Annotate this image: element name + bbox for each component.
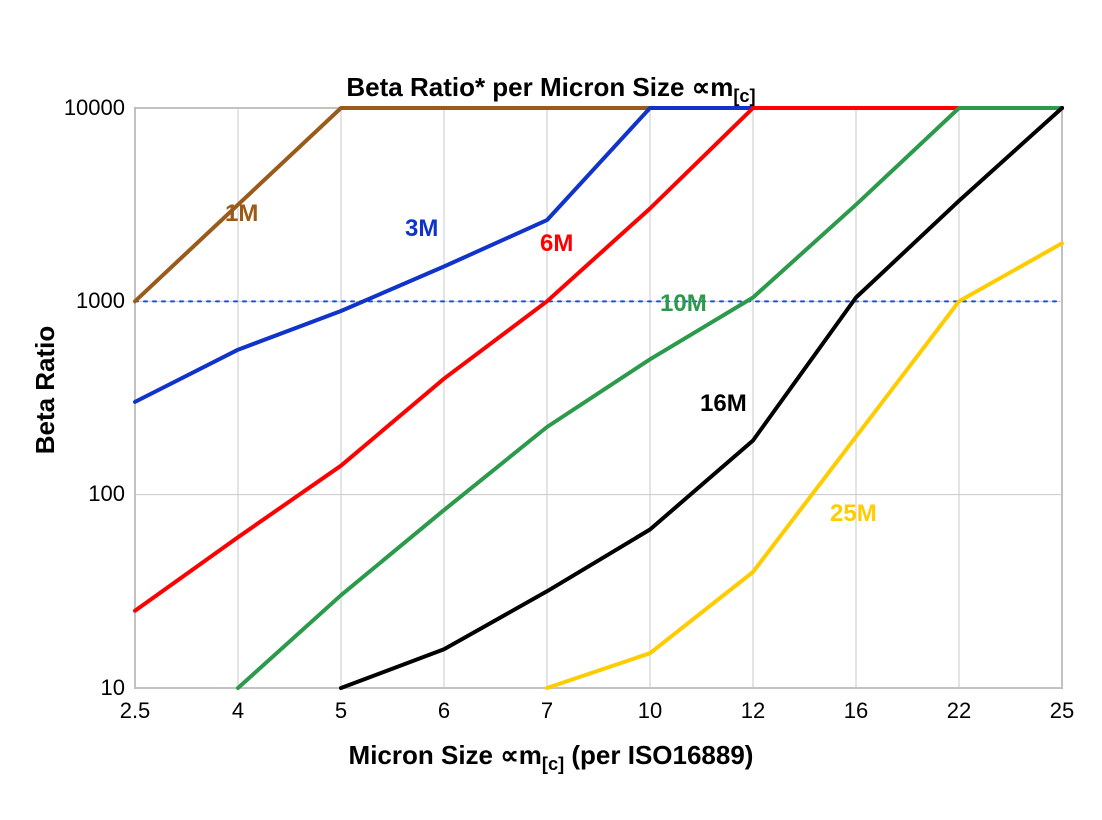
x-tick-label: 22 bbox=[919, 698, 999, 724]
beta-ratio-chart: Beta Ratio* per Micron Size ∝m[c] Beta R… bbox=[0, 0, 1102, 820]
y-tick-label: 10000 bbox=[35, 95, 125, 121]
series-label-16M: 16M bbox=[700, 390, 747, 418]
series-label-25M: 25M bbox=[830, 500, 877, 528]
x-tick-label: 16 bbox=[816, 698, 896, 724]
x-tick-label: 6 bbox=[404, 698, 484, 724]
x-tick-label: 7 bbox=[507, 698, 587, 724]
series-label-3M: 3M bbox=[405, 215, 438, 243]
x-tick-label: 12 bbox=[713, 698, 793, 724]
y-tick-label: 1000 bbox=[35, 288, 125, 314]
y-tick-label: 100 bbox=[35, 481, 125, 507]
y-tick-label: 10 bbox=[35, 675, 125, 701]
series-label-1M: 1M bbox=[225, 200, 258, 228]
x-tick-label: 5 bbox=[301, 698, 381, 724]
x-tick-label: 25 bbox=[1022, 698, 1102, 724]
x-tick-label: 4 bbox=[198, 698, 278, 724]
series-label-10M: 10M bbox=[660, 290, 707, 318]
plot-area bbox=[0, 0, 1102, 820]
series-label-6M: 6M bbox=[540, 230, 573, 258]
x-tick-label: 2.5 bbox=[95, 698, 175, 724]
x-tick-label: 10 bbox=[610, 698, 690, 724]
